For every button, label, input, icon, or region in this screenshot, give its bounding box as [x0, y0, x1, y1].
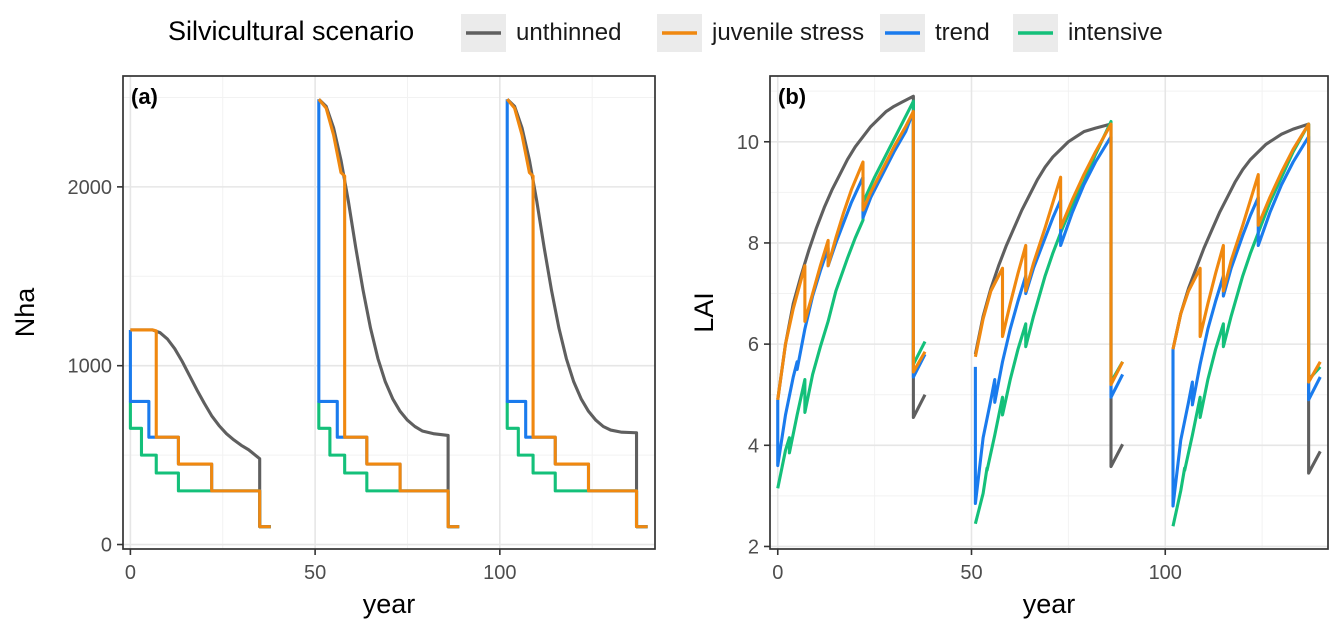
x-tick-label: 50 [304, 562, 326, 584]
series-group [776, 94, 1322, 527]
y-tick-label: 1000 [68, 356, 113, 378]
y-tick-label: 10 [737, 132, 759, 154]
panel-border [769, 75, 1329, 550]
panel-label: (a) [131, 84, 158, 109]
legend-label-1: juvenile stress [711, 19, 864, 46]
legend-label-2: trend [935, 19, 990, 46]
legend-label-0: unthinned [516, 19, 621, 46]
y-tick-label: 2000 [68, 177, 113, 199]
panel-b: 0 50 100 2 4 6 8 10 (b) year LAI [689, 75, 1329, 619]
x-tick-label: 100 [1149, 562, 1182, 584]
legend: Silvicultural scenario unthinned juvenile… [168, 14, 1163, 52]
panel-border [122, 75, 656, 550]
series-line-juvenile-stress [776, 109, 1322, 400]
series-line-juvenile-stress [130, 98, 648, 529]
y-axis-title: LAI [689, 292, 719, 333]
legend-label-3: intensive [1068, 19, 1163, 46]
x-tick-label: 50 [960, 562, 982, 584]
y-tick-label: 2 [748, 536, 759, 558]
y-tick-label: 4 [748, 435, 759, 457]
x-axis-title: year [1023, 589, 1076, 619]
y-axis-title: Nha [10, 287, 40, 338]
y-tick-label: 8 [748, 233, 759, 255]
y-tick-label: 0 [101, 535, 112, 557]
series-group [128, 98, 648, 529]
legend-title: Silvicultural scenario [168, 16, 414, 46]
x-tick-label: 100 [483, 562, 516, 584]
series-line-unthinned [130, 98, 648, 529]
plot-background [123, 76, 655, 549]
x-axis-title: year [363, 589, 416, 619]
x-tick-label: 0 [772, 562, 783, 584]
plot-background [770, 76, 1328, 549]
panel-label: (b) [778, 84, 806, 109]
x-tick-label: 0 [125, 562, 136, 584]
y-tick-label: 6 [748, 334, 759, 356]
